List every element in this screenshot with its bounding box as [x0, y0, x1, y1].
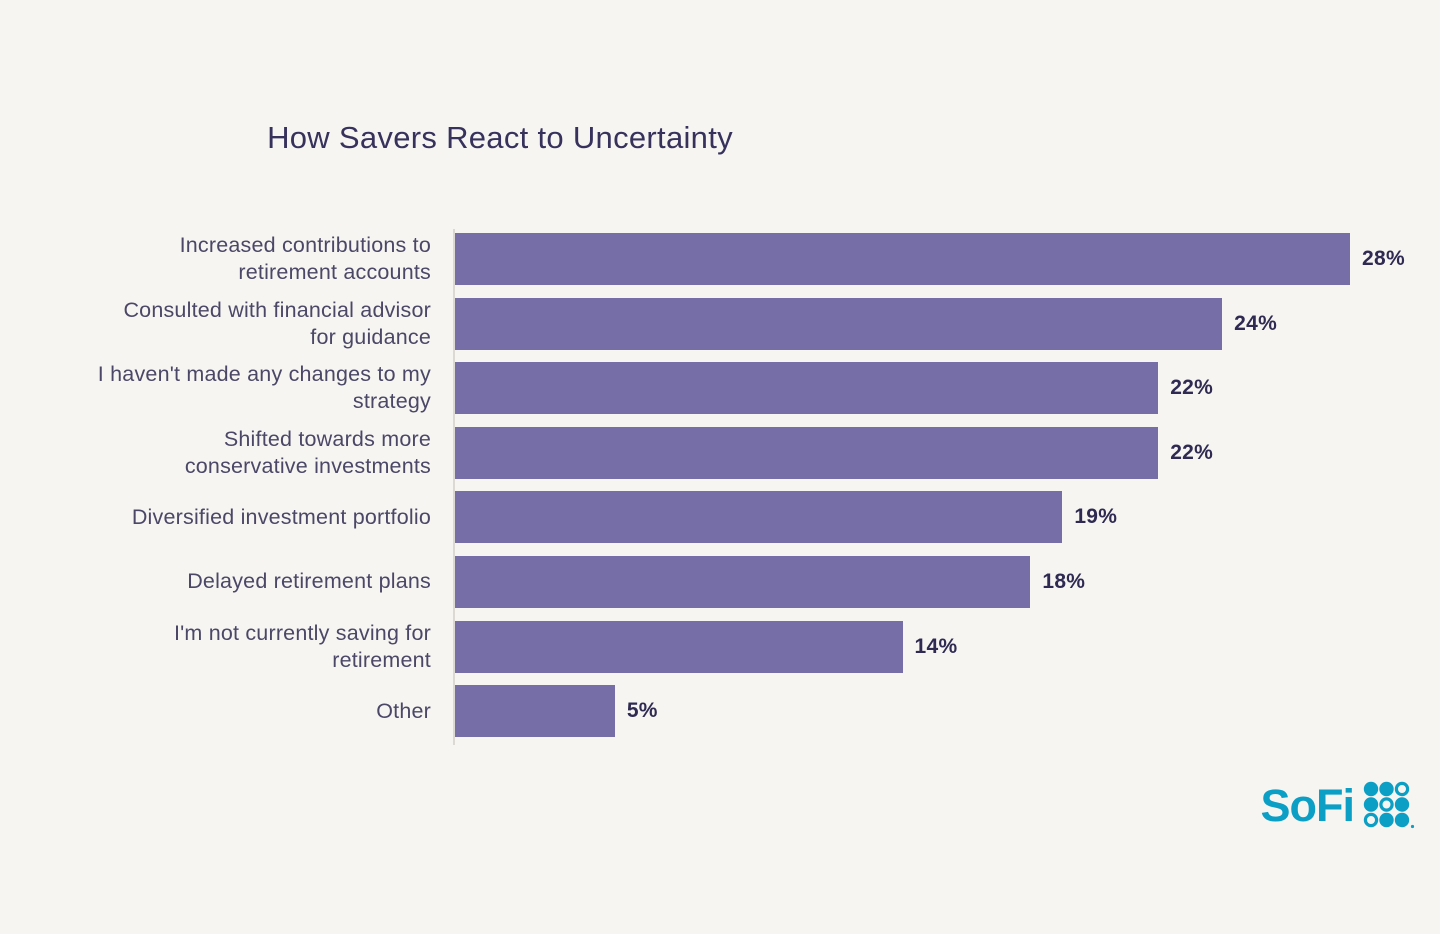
bar-row: Increased contributions to retirement acc… [0, 233, 1440, 285]
bar-chart: Increased contributions to retirement acc… [0, 233, 1440, 750]
category-label: Shifted towards more conservative investm… [184, 426, 431, 478]
bar-track: 28% [455, 233, 1440, 285]
bar [455, 555, 1031, 608]
category-label: Consulted with financial advisor for guid… [123, 297, 431, 349]
category-label: Other [376, 698, 431, 723]
bar [455, 297, 1223, 350]
bar-row: Delayed retirement plans 18% [0, 555, 1440, 608]
bar-row: Shifted towards more conservative investm… [0, 426, 1440, 479]
bar-track: 24% [455, 297, 1440, 350]
bar-track: 22% [455, 362, 1440, 415]
bar-track: 19% [455, 491, 1440, 544]
trademark-dot-icon [1410, 824, 1415, 829]
bar-row: Diversified investment portfolio 19% [0, 491, 1440, 544]
bar-track: 5% [455, 685, 1440, 738]
sofi-wordmark: SoFi [1260, 779, 1355, 831]
sofi-logo: SoFi [1261, 781, 1417, 829]
category-label: Delayed retirement plans [187, 569, 431, 594]
bar-row: Other 5% [0, 685, 1440, 738]
category-label: Increased contributions to retirement acc… [179, 233, 431, 284]
bar-track: 14% [455, 620, 1440, 673]
value-label: 22% [1170, 376, 1214, 400]
bar [455, 426, 1159, 479]
bar-track: 18% [455, 555, 1440, 608]
sofi-dot-grid-icon [1363, 781, 1415, 829]
value-label: 24% [1234, 311, 1278, 335]
value-label: 5% [626, 699, 658, 723]
value-label: 22% [1170, 440, 1214, 464]
category-label: I haven't made any changes to my strategy [97, 362, 431, 414]
bar-row: Consulted with financial advisor for guid… [0, 297, 1440, 350]
bar [455, 685, 615, 738]
category-label: I'm not currently saving for retirement [173, 620, 431, 672]
value-label: 19% [1074, 505, 1118, 529]
bar [455, 620, 903, 673]
chart-title: How Savers React to Uncertainty [267, 120, 733, 155]
axis-line [453, 229, 455, 745]
value-label: 14% [914, 634, 958, 658]
bar [455, 491, 1063, 544]
bar-track: 22% [455, 426, 1440, 479]
bar [455, 233, 1350, 285]
bar-row: I'm not currently saving for retirement 1… [0, 620, 1440, 673]
value-label: 18% [1042, 569, 1086, 593]
bar [455, 362, 1159, 415]
category-label: Diversified investment portfolio [131, 504, 431, 529]
value-label: 28% [1362, 247, 1405, 270]
bar-row: I haven't made any changes to my strategy… [0, 362, 1440, 415]
